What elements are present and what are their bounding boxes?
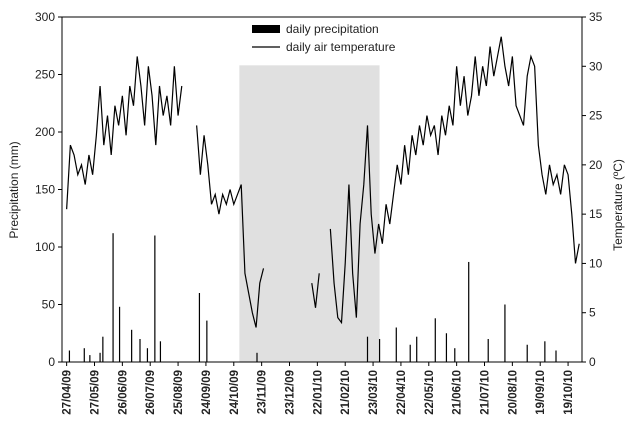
precipitation-bar (544, 341, 546, 362)
y-tick-label: 0 (48, 355, 55, 369)
precipitation-bar (206, 320, 208, 362)
precipitation-bar (445, 333, 448, 362)
precipitation-bar (555, 350, 557, 362)
precipitation-bar (504, 304, 506, 362)
y2-tick-label: 20 (589, 158, 603, 172)
precipitation-bar (468, 261, 470, 362)
precipitation-bar (89, 355, 91, 362)
precipitation-bar (378, 339, 381, 362)
x-tick-label: 23/11/09 (257, 370, 269, 414)
temperature-line (66, 36, 580, 328)
precipitation-bar (68, 350, 71, 362)
x-tick-label: 27/05/09 (90, 370, 102, 415)
precipitation-bar (198, 293, 201, 362)
precipitation-bar (154, 235, 156, 362)
y2-tick-label: 25 (589, 109, 603, 123)
y2-tick-label: 35 (589, 10, 603, 24)
x-tick-label: 21/06/10 (452, 370, 464, 415)
y2-axis-title: Temperature (ºC) (611, 159, 625, 251)
y-tick-label: 150 (35, 183, 55, 197)
y2-tick-label: 5 (589, 306, 596, 320)
precipitation-bar (416, 336, 418, 362)
shaded-region (239, 65, 380, 363)
x-tick-label: 22/05/10 (424, 370, 436, 415)
precipitation-bar (454, 348, 456, 362)
y-tick-label: 50 (42, 298, 56, 312)
x-tick-label: 25/08/09 (173, 370, 185, 415)
precipitation-bar (102, 336, 104, 362)
precipitation-bar (395, 327, 397, 362)
y2-tick-label: 10 (589, 256, 603, 270)
precipitation-bar (409, 344, 411, 362)
x-tick-label: 19/09/10 (535, 370, 547, 415)
x-tick-label: 26/07/09 (145, 370, 157, 415)
x-tick-label: 21/02/10 (340, 370, 352, 415)
precipitation-bar (487, 339, 489, 362)
x-tick-label: 27/04/09 (62, 370, 74, 415)
y-tick-label: 250 (35, 68, 55, 82)
x-tick-label: 23/12/09 (285, 370, 297, 415)
legend-label: daily precipitation (286, 22, 379, 36)
legend-label: daily air temperature (286, 40, 396, 54)
y-tick-label: 200 (35, 125, 55, 139)
legend-swatch (252, 25, 280, 33)
y2-tick-label: 30 (589, 59, 603, 73)
x-tick-label: 22/01/10 (312, 370, 324, 415)
precipitation-bar (159, 341, 162, 362)
precipitation-bar (146, 348, 149, 362)
precipitation-bar (83, 348, 85, 362)
precipitation-bar (434, 318, 436, 362)
y2-tick-label: 15 (589, 207, 603, 221)
x-tick-label: 19/10/10 (563, 370, 575, 415)
x-tick-label: 24/09/09 (201, 370, 213, 415)
precipitation-bar (112, 233, 114, 362)
precipitation-bar (131, 329, 133, 362)
x-tick-label: 26/06/09 (117, 370, 129, 415)
x-tick-label: 21/07/10 (480, 370, 492, 415)
y-tick-label: 100 (35, 240, 55, 254)
precipitation-bar (256, 352, 258, 362)
precipitation-bar (366, 336, 369, 362)
precipitation-bar (526, 344, 528, 362)
x-tick-label: 24/10/09 (229, 370, 241, 415)
x-tick-label: 20/08/10 (507, 370, 519, 415)
precipitation-bar (99, 352, 101, 362)
y2-tick-label: 0 (589, 355, 596, 369)
x-tick-label: 23/03/10 (368, 370, 380, 415)
y-axis-title: Precipitation (mm) (7, 141, 21, 238)
precipitation-bar (118, 306, 121, 362)
y-tick-label: 300 (35, 10, 55, 24)
precipitation-bar (139, 339, 141, 362)
x-tick-label: 22/04/10 (396, 370, 408, 415)
